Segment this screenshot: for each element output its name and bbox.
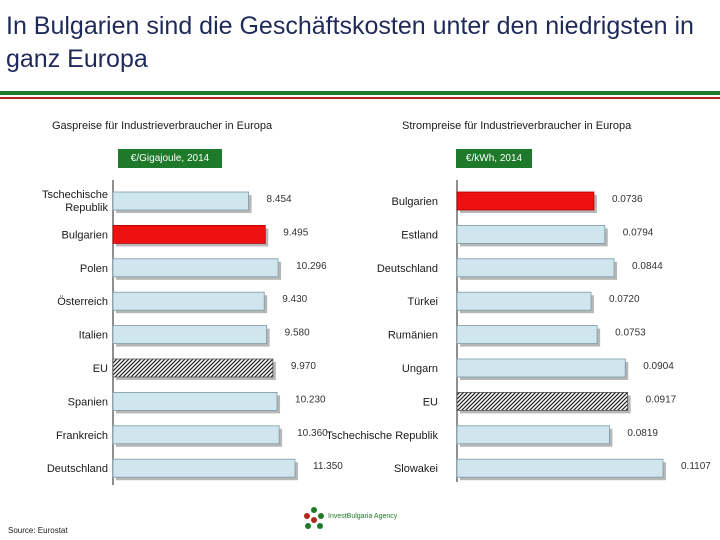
category-label: Tschechische Republik xyxy=(326,430,438,442)
value-label: 0.0819 xyxy=(627,428,658,439)
bar-frankreich xyxy=(112,425,280,445)
title-divider-green xyxy=(0,91,720,95)
bar-slowakei xyxy=(456,458,664,478)
value-label: 9.970 xyxy=(291,361,316,372)
gas-chart-title: Gaspreise für Industrieverbraucher in Eu… xyxy=(52,120,273,132)
category-label: Ungarn xyxy=(402,363,438,375)
value-label: 0.0844 xyxy=(632,261,663,272)
value-label: 9.430 xyxy=(282,294,307,305)
electricity-price-chart: 0.0736 Bulgarien 0.0794 Estland 0.0844 Deutsc… xyxy=(326,180,711,482)
category-label: Tschechische xyxy=(42,189,108,201)
value-label: 8.454 xyxy=(267,194,292,205)
bar-estland xyxy=(456,225,606,244)
value-label: 0.0794 xyxy=(623,227,654,238)
value-label: 0.0720 xyxy=(609,294,640,305)
bar-deutschland xyxy=(456,258,615,278)
electricity-unit-label: €/kWh, 2014 xyxy=(456,149,532,168)
value-label: 10.296 xyxy=(296,261,327,272)
category-label: EU xyxy=(423,396,438,408)
category-label: Frankreich xyxy=(56,430,108,442)
bar-ungarn xyxy=(456,358,626,378)
value-label: 11.350 xyxy=(313,461,343,472)
source-note: Source: Eurostat xyxy=(8,526,68,535)
title-divider-red xyxy=(0,97,720,99)
bar-spanien xyxy=(112,391,278,411)
investbulgaria-logo-icon xyxy=(304,507,324,529)
category-label: Estland xyxy=(401,229,438,241)
value-label: 0.0753 xyxy=(615,328,646,339)
value-label: 10.230 xyxy=(295,394,326,405)
electricity-chart-title: Strompreise für Industrieverbraucher in … xyxy=(402,120,632,132)
bar-tschechische-republik xyxy=(112,191,249,211)
bar-türkei xyxy=(456,291,592,311)
page-title: In Bulgarien sind die Geschäftskosten un… xyxy=(6,12,694,73)
bar-rumänien xyxy=(456,325,598,345)
category-label: Rumänien xyxy=(388,330,438,342)
bar-bulgarien xyxy=(456,191,595,211)
value-label: 0.0917 xyxy=(646,394,677,405)
category-label: Deutschland xyxy=(47,463,108,475)
value-label: 0.0904 xyxy=(643,361,674,372)
bar-polen xyxy=(112,258,279,278)
category-label: EU xyxy=(93,363,108,375)
value-label: 0.0736 xyxy=(612,194,643,205)
value-label: 9.580 xyxy=(285,328,310,339)
category-label: Österreich xyxy=(57,296,108,308)
category-label: Italien xyxy=(79,330,108,342)
category-label: Türkei xyxy=(407,296,438,308)
value-label: 10.360 xyxy=(297,428,328,439)
bar-eu xyxy=(456,391,629,411)
value-label: 0.1107 xyxy=(681,461,711,472)
category-label: Republik xyxy=(65,202,108,214)
category-label: Deutschland xyxy=(377,263,438,275)
value-label: 9.495 xyxy=(283,227,308,238)
bar-italien xyxy=(112,325,268,345)
category-label: Spanien xyxy=(68,396,108,408)
bar-bulgarien xyxy=(112,225,266,244)
bar-eu xyxy=(112,358,274,378)
category-label: Polen xyxy=(80,263,108,275)
category-label: Bulgarien xyxy=(62,229,108,241)
bar-tschechische-republik xyxy=(456,425,610,445)
gas-unit-label: €/Gigajoule, 2014 xyxy=(118,149,222,168)
bar-deutschland xyxy=(112,458,296,478)
bar-österreich xyxy=(112,291,265,311)
category-label: Slowakei xyxy=(394,463,438,475)
category-label: Bulgarien xyxy=(392,196,438,208)
logo-text: InvestBulgaria Agency xyxy=(328,513,398,520)
